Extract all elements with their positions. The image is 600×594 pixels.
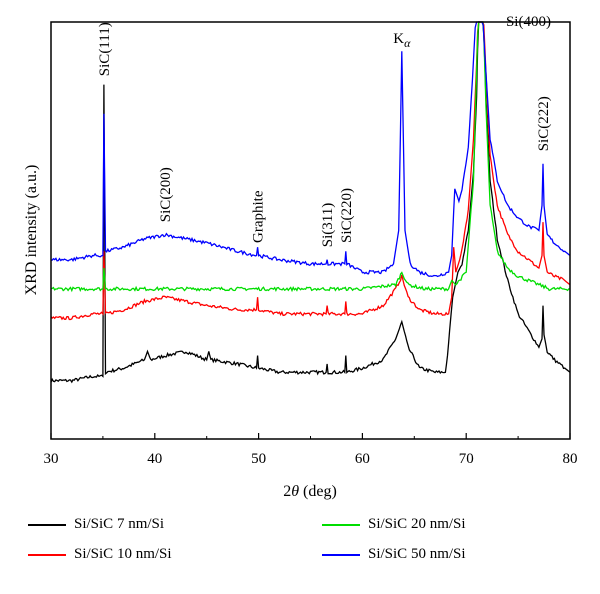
x-axis-title: 2θ (deg) (283, 483, 337, 500)
ticks-layer: 30 40 50 60 70 80 (44, 433, 578, 467)
legend-item-20nm: Si/SiC 20 nm/Si (322, 516, 466, 533)
legend-item-50nm: Si/SiC 50 nm/Si (322, 546, 466, 563)
series-line-1 (50, 21, 571, 321)
series-line-0 (50, 21, 571, 384)
x-tick-label-80: 80 (563, 451, 578, 467)
x-tick-label-70: 70 (459, 451, 474, 467)
legend-swatch-20nm (322, 523, 360, 526)
legend-label-10nm: Si/SiC 10 nm/Si (74, 546, 172, 562)
x-tick-label-50: 50 (251, 451, 266, 467)
legend-swatch-10nm (28, 553, 66, 556)
peak-label-4: SiC(220) (339, 188, 355, 243)
legend-label-7nm: Si/SiC 7 nm/Si (74, 516, 165, 532)
series-line-3 (50, 21, 571, 278)
plot-frame (50, 21, 571, 440)
peak-label-0: SiC(111) (97, 22, 113, 76)
legend-swatch-7nm (28, 523, 66, 526)
x-tick-label-60: 60 (355, 451, 370, 467)
series-line-2 (50, 21, 570, 293)
annotations-layer: SiC(111) SiC(200) Graphite Si(311) SiC(220) S… (97, 14, 552, 247)
peak-label-2: Graphite (251, 190, 267, 243)
peak-label-1: SiC(200) (158, 167, 174, 222)
peak-label-5: SiC(222) (536, 96, 552, 151)
legend-swatch-50nm (322, 553, 360, 556)
x-tick-label-40: 40 (147, 451, 162, 467)
legend-item-10nm: Si/SiC 10 nm/Si (28, 546, 172, 563)
y-axis-title: XRD intensity (a.u.) (23, 165, 40, 296)
x-tick-label-30: 30 (44, 451, 59, 467)
peak-label-6: Si(400) (506, 14, 551, 30)
legend: Si/SiC 7 nm/Si Si/SiC 10 nm/Si Si/SiC 20… (28, 512, 588, 582)
peak-label-3: Si(311) (320, 203, 336, 247)
legend-item-7nm: Si/SiC 7 nm/Si (28, 516, 164, 533)
legend-label-20nm: Si/SiC 20 nm/Si (368, 516, 466, 532)
xrd-chart: 30 40 50 60 70 80 SiC(111) SiC(200) Graphite Si(… (23, 14, 578, 500)
peak-label-k-alpha: Kα (393, 31, 411, 50)
series-layer (50, 21, 571, 384)
legend-label-50nm: Si/SiC 50 nm/Si (368, 546, 466, 562)
